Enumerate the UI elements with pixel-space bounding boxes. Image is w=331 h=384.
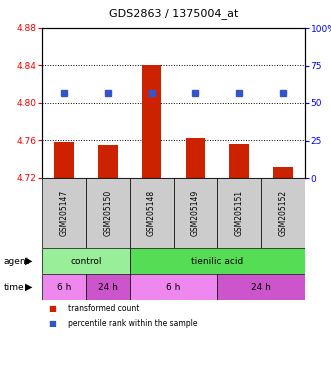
Text: 6 h: 6 h bbox=[57, 283, 71, 291]
Text: GSM205152: GSM205152 bbox=[279, 190, 288, 236]
Text: GSM205150: GSM205150 bbox=[103, 190, 112, 236]
Bar bbox=[229, 144, 249, 178]
Text: tienilic acid: tienilic acid bbox=[191, 257, 244, 265]
Bar bbox=[173, 178, 217, 248]
Text: ▶: ▶ bbox=[25, 256, 32, 266]
Text: GSM205151: GSM205151 bbox=[235, 190, 244, 236]
Text: 24 h: 24 h bbox=[98, 283, 118, 291]
Text: control: control bbox=[70, 257, 102, 265]
Text: transformed count: transformed count bbox=[69, 304, 140, 313]
Bar bbox=[86, 178, 130, 248]
Bar bbox=[42, 248, 130, 274]
Text: percentile rank within the sample: percentile rank within the sample bbox=[69, 319, 198, 328]
Text: GSM205148: GSM205148 bbox=[147, 190, 156, 236]
Bar bbox=[130, 274, 217, 300]
Text: ▶: ▶ bbox=[25, 282, 32, 292]
Text: 6 h: 6 h bbox=[166, 283, 181, 291]
Bar bbox=[261, 178, 305, 248]
Text: time: time bbox=[3, 283, 24, 291]
Bar bbox=[42, 274, 86, 300]
Bar bbox=[142, 66, 162, 178]
Bar bbox=[86, 274, 130, 300]
Bar bbox=[186, 138, 205, 178]
Bar bbox=[54, 142, 74, 178]
Bar bbox=[130, 178, 173, 248]
Text: ■: ■ bbox=[49, 304, 57, 313]
Text: GSM205147: GSM205147 bbox=[60, 190, 69, 236]
Bar bbox=[217, 178, 261, 248]
Bar bbox=[98, 145, 118, 178]
Bar bbox=[130, 248, 305, 274]
Text: GSM205149: GSM205149 bbox=[191, 190, 200, 236]
Text: 24 h: 24 h bbox=[251, 283, 271, 291]
Text: ■: ■ bbox=[49, 319, 57, 328]
Text: GDS2863 / 1375004_at: GDS2863 / 1375004_at bbox=[109, 8, 238, 19]
Text: agent: agent bbox=[3, 257, 29, 265]
Bar bbox=[217, 274, 305, 300]
Bar bbox=[273, 167, 293, 178]
Bar bbox=[42, 178, 86, 248]
